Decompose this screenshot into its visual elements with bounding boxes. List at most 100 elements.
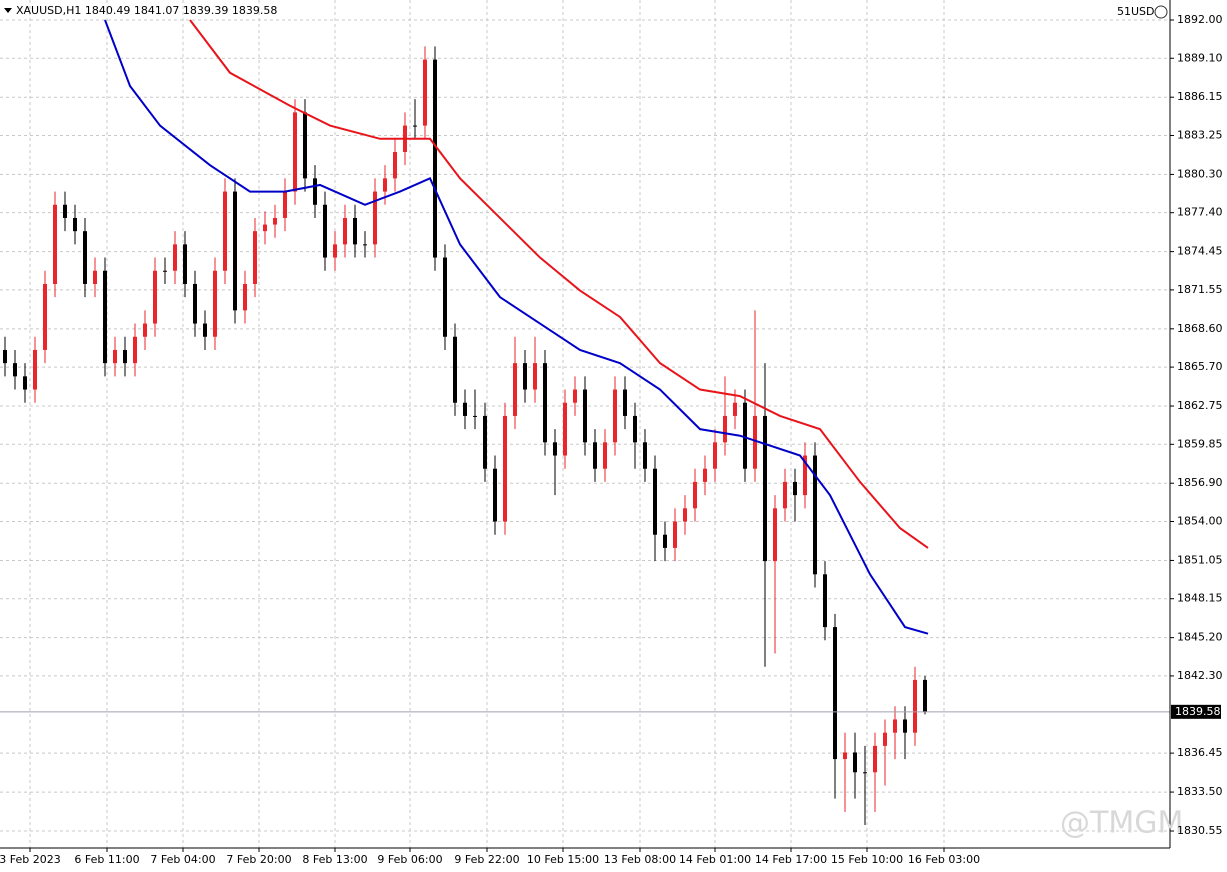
y-tick-label: 1868.60 [1177, 322, 1223, 335]
candle-body [623, 389, 627, 416]
watermark: @TMGM [1060, 806, 1183, 841]
candle-body [843, 752, 847, 760]
candle-body [53, 204, 57, 284]
candle-body [263, 224, 267, 232]
candle-body [653, 468, 657, 535]
x-tick-label: 9 Feb 06:00 [377, 853, 442, 866]
chart-title: XAUUSD,H1 1840.49 1841.07 1839.39 1839.5… [16, 4, 277, 17]
candle-body [903, 719, 907, 733]
candle-body [153, 270, 157, 324]
y-tick-label: 1874.45 [1177, 245, 1223, 258]
candle-body [393, 151, 397, 179]
candle-body [853, 752, 857, 773]
y-tick-label: 1859.85 [1177, 437, 1223, 450]
candle-body [103, 270, 107, 364]
x-tick-label: 14 Feb 01:00 [679, 853, 751, 866]
candle-body [663, 534, 667, 548]
candle-body [833, 627, 837, 760]
candle-body [503, 415, 507, 522]
candle-body [613, 389, 617, 443]
candle-body [3, 349, 7, 364]
candle-body [63, 204, 67, 218]
candle-body [373, 191, 377, 245]
y-tick-label: 1842.30 [1177, 669, 1223, 682]
x-tick-label: 7 Feb 20:00 [226, 853, 291, 866]
candle-body [803, 455, 807, 496]
y-tick-label: 1865.70 [1177, 360, 1223, 373]
candle-body [33, 349, 37, 390]
candle-body [23, 376, 27, 390]
y-tick-label: 1862.75 [1177, 399, 1223, 412]
x-tick-label: 16 Feb 03:00 [908, 853, 980, 866]
candle-body [593, 442, 597, 469]
candle-body [133, 336, 137, 364]
candle-body [233, 191, 237, 311]
y-tick-label: 1871.55 [1177, 283, 1223, 296]
x-tick-label: 14 Feb 17:00 [755, 853, 827, 866]
candle-body [723, 415, 727, 443]
x-tick-label: 10 Feb 15:00 [527, 853, 599, 866]
candle-body [813, 455, 817, 575]
y-tick-label: 1830.55 [1177, 824, 1223, 837]
candle-body [573, 389, 577, 403]
y-tick-label: 1892.00 [1177, 13, 1223, 26]
candle-body [243, 283, 247, 311]
candle-body [523, 363, 527, 390]
candle-body [273, 217, 277, 225]
candle-body [93, 270, 97, 284]
candle-body [43, 283, 47, 350]
y-tick-label: 1845.20 [1177, 631, 1223, 644]
candle-body [713, 442, 717, 469]
y-tick-label: 1883.25 [1177, 128, 1223, 141]
candle-body [693, 481, 697, 509]
candle-body [353, 217, 357, 245]
candle-body [873, 745, 877, 773]
candle-body [193, 283, 197, 324]
y-tick-label: 1856.90 [1177, 476, 1223, 489]
plot [0, 19, 1170, 826]
candle-body [673, 521, 677, 548]
candle-body [283, 191, 287, 218]
candle-body [563, 402, 567, 456]
moving-average [189, 19, 929, 549]
candle-body [783, 481, 787, 509]
candle-body [513, 363, 517, 416]
price-tag-label: 1839.58 [1175, 705, 1221, 718]
candle-body [463, 402, 467, 416]
candle-body [123, 349, 127, 364]
x-tick-label: 3 Feb 2023 [0, 853, 61, 866]
candle-body [333, 244, 337, 258]
candle-body [583, 389, 587, 443]
candle-body [423, 59, 427, 126]
candle-body [73, 217, 77, 232]
candle-body [363, 244, 367, 246]
candle-body [633, 415, 637, 443]
candle-body [413, 125, 417, 127]
candle-body [683, 508, 687, 522]
y-tick-label: 1886.15 [1177, 90, 1223, 103]
y-tick-label: 1836.45 [1177, 746, 1223, 759]
y-tick-label: 1877.40 [1177, 206, 1223, 219]
candle-body [643, 442, 647, 469]
candle-body [703, 468, 707, 482]
candle-body [753, 415, 757, 469]
candle-body [893, 719, 897, 733]
candle-body [913, 679, 917, 733]
candle-body [313, 178, 317, 205]
candle-body [823, 574, 827, 628]
status-icon [1154, 5, 1168, 19]
candle-body [453, 336, 457, 403]
y-tick-label: 1848.15 [1177, 592, 1223, 605]
candle-body [113, 349, 117, 364]
candle-body [553, 442, 557, 456]
candle-body [773, 508, 777, 562]
candle-body [83, 231, 87, 284]
candle-body [143, 323, 147, 337]
candle-body [443, 257, 447, 337]
y-tick-label: 1889.10 [1177, 51, 1223, 64]
candle-body [303, 112, 307, 179]
candle-body [343, 217, 347, 245]
candle-body [223, 191, 227, 271]
y-tick-label: 1854.00 [1177, 515, 1223, 528]
